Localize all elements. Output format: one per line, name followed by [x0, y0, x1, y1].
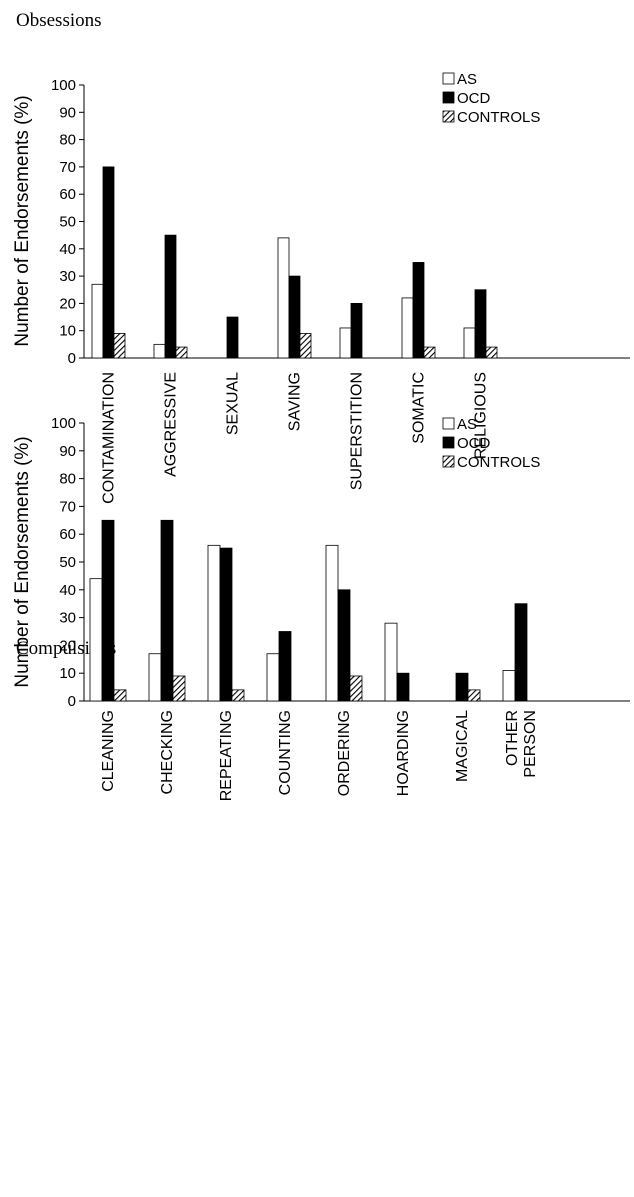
bar-ocd	[160, 519, 174, 702]
y-tick-label: 60	[59, 186, 76, 203]
bar-ocd	[474, 289, 487, 359]
y-tick-label: 90	[59, 443, 76, 460]
category-label: HOARDING	[395, 710, 412, 796]
y-tick-label: 80	[59, 132, 76, 149]
y-axis-label: Number of Endorsements (%)	[12, 95, 33, 346]
category-label: MAGICAL	[454, 710, 471, 782]
category-label: CONTAMINATION	[101, 372, 118, 504]
bar-as	[277, 237, 290, 359]
y-tick-label: 0	[68, 693, 76, 710]
bar-controls	[349, 675, 363, 702]
bar-as	[153, 343, 166, 359]
category-label: REPEATING	[218, 710, 235, 801]
bar-ocd	[337, 589, 351, 702]
bar-as	[91, 283, 104, 359]
y-axis-label: Number of Endorsements (%)	[12, 436, 33, 687]
category-label: COUNTING	[277, 710, 294, 795]
bar-ocd	[350, 302, 363, 359]
bar-as	[463, 327, 476, 359]
category-label: PERSON	[522, 710, 539, 778]
legend-label: AS	[457, 416, 477, 433]
bar-ocd	[102, 166, 115, 359]
category-label: SUPERSTITION	[349, 372, 366, 490]
bar-as	[384, 622, 398, 702]
legend-label: AS	[457, 71, 477, 88]
legend-label: CONTROLS	[457, 454, 540, 471]
legend-swatch-controls	[442, 110, 455, 123]
category-label: AGGRESSIVE	[163, 372, 180, 477]
legend-swatch-ocd	[442, 436, 455, 449]
bar-ocd	[514, 603, 528, 702]
y-tick-label: 70	[59, 498, 76, 515]
bar-as	[401, 297, 414, 359]
bar-controls	[113, 333, 126, 359]
bar-ocd	[278, 631, 292, 702]
category-label: SAVING	[287, 372, 304, 431]
bar-controls	[467, 689, 481, 702]
category-label: CHECKING	[159, 710, 176, 794]
bar-ocd	[412, 262, 425, 359]
legend-swatch-ocd	[442, 91, 455, 104]
legend-swatch-as	[442, 72, 455, 85]
bar-controls	[485, 346, 498, 359]
bar-as	[89, 578, 103, 702]
bar-as	[266, 653, 280, 702]
y-tick-label: 90	[59, 104, 76, 121]
y-tick-label: 50	[59, 554, 76, 571]
legend-swatch-as	[442, 417, 455, 430]
bar-controls	[172, 675, 186, 702]
bar-as	[325, 544, 339, 702]
y-tick-label: 10	[59, 323, 76, 340]
bar-ocd	[288, 275, 301, 359]
y-tick-label: 80	[59, 471, 76, 488]
bar-as	[339, 327, 352, 359]
category-label: SOMATIC	[411, 372, 428, 444]
bar-controls	[299, 333, 312, 359]
y-tick-label: 10	[59, 665, 76, 682]
bar-ocd	[164, 234, 177, 359]
bar-controls	[231, 689, 245, 702]
category-label: CLEANING	[100, 710, 117, 792]
bar-ocd	[226, 316, 239, 359]
legend-label: OCD	[457, 435, 491, 452]
bar-controls	[423, 346, 436, 359]
y-tick-label: 20	[59, 295, 76, 312]
legend-label: CONTROLS	[457, 109, 540, 126]
y-tick-label: 0	[68, 350, 76, 367]
category-label: ORDERING	[336, 710, 353, 796]
bar-controls	[113, 689, 127, 702]
y-tick-label: 60	[59, 526, 76, 543]
category-label: SEXUAL	[225, 372, 242, 435]
bar-as	[502, 670, 516, 702]
bar-ocd	[455, 672, 469, 702]
y-tick-label: 30	[59, 268, 76, 285]
y-tick-label: 100	[51, 77, 76, 94]
y-tick-label: 100	[51, 415, 76, 432]
legend-label: OCD	[457, 90, 491, 107]
bar-as	[207, 544, 221, 702]
y-tick-label: 70	[59, 159, 76, 176]
bar-ocd	[396, 672, 410, 702]
compulsions-chart: 0 10 20 30 40 50 60 70 80 90 100 Number of Endorsem…	[12, 415, 630, 801]
obsessions-title: Obsessions	[16, 10, 102, 31]
bar-as	[148, 653, 162, 702]
y-tick-label: 40	[59, 582, 76, 599]
y-tick-label: 30	[59, 610, 76, 627]
obsessions-chart: 0 10 20 30 40 50 60 70 80 90 100 Number of Endorsem…	[12, 71, 630, 504]
bar-ocd	[219, 547, 233, 702]
y-tick-label: 20	[59, 637, 76, 654]
category-label: OTHER	[504, 710, 521, 766]
y-tick-label: 50	[59, 214, 76, 231]
y-tick-label: 40	[59, 241, 76, 258]
legend-swatch-controls	[442, 455, 455, 468]
bar-controls	[175, 346, 188, 359]
bar-ocd	[101, 519, 115, 702]
category-label: RELIGIOUS	[473, 372, 490, 459]
